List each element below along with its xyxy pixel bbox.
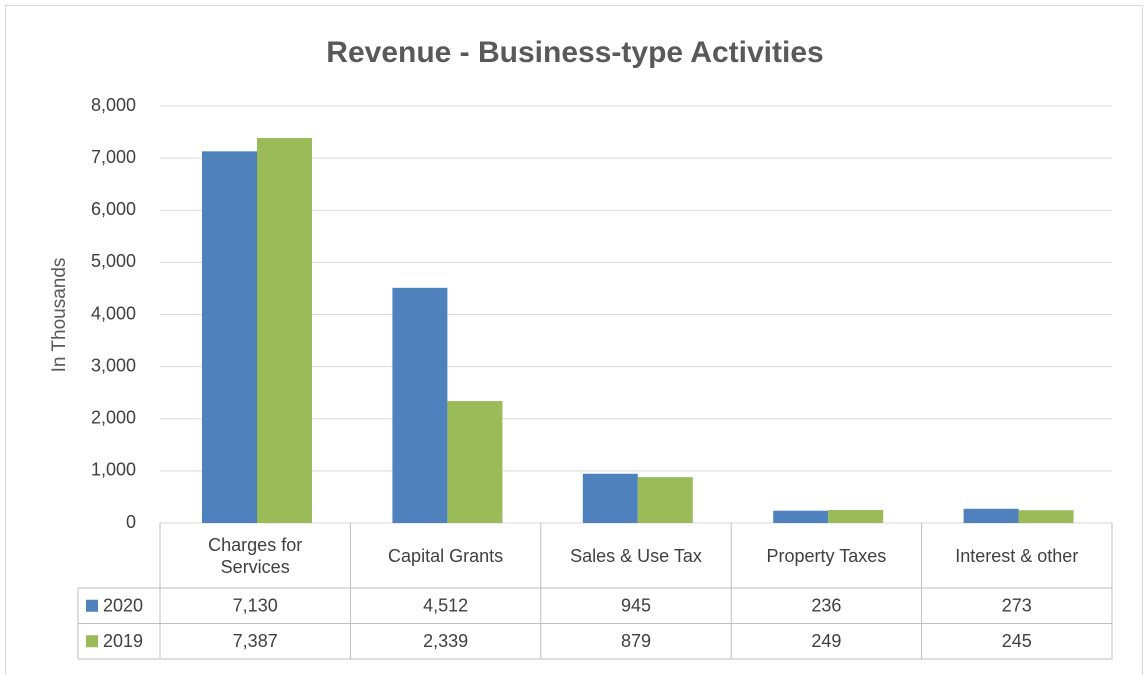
legend-label: 2020 [103,596,143,616]
bar [202,151,257,523]
bar [447,401,503,523]
legend-swatch [86,599,98,612]
data-label: 236 [811,596,841,616]
y-tick-label: 7,000 [91,147,136,167]
chart-border [5,5,1143,675]
legend-swatch [86,635,98,648]
y-tick-label: 5,000 [91,251,136,271]
data-label: 249 [811,631,841,651]
bar [773,510,829,523]
y-tick-label: 0 [126,512,136,532]
bar [257,137,312,523]
x-tick-cell: Interest & other [922,525,1112,586]
bar [582,473,638,523]
data-label: 7,387 [233,631,278,651]
y-tick-label: 6,000 [91,199,136,219]
data-label: 2,339 [423,631,468,651]
y-axis-label: In Thousands [49,258,70,373]
data-label: 273 [1002,596,1032,616]
bar [1018,510,1074,523]
data-label: 245 [1002,631,1032,651]
x-tick-cell: Capital Grants [350,525,540,586]
y-tick-label: 2,000 [91,408,136,428]
bar [828,510,884,523]
x-tick-label: Charges for Services [208,534,303,577]
chart-title: Revenue - Business-type Activities [326,36,823,69]
y-tick-label: 8,000 [91,95,136,115]
x-tick-label: Sales & Use Tax [570,545,702,566]
bar [392,287,448,523]
data-label: 4,512 [423,596,468,616]
data-label: 879 [621,631,651,651]
data-label: 945 [621,596,651,616]
x-tick-label: Property Taxes [766,545,887,566]
legend-label: 2019 [103,631,143,651]
x-tick-cell: Sales & Use Tax [541,525,731,586]
y-tick-label: 4,000 [91,303,136,323]
y-tick-label: 1,000 [91,460,136,480]
x-tick-label-box: Sales & Use Tax [541,525,731,586]
x-tick-cell: Property Taxes [731,525,921,586]
x-tick-label: Interest & other [955,545,1079,566]
bar [963,508,1019,523]
x-tick-label-box: Charges for Services [160,525,350,586]
data-label: 7,130 [233,596,278,616]
x-tick-label-box: Interest & other [922,525,1112,586]
x-tick-label: Capital Grants [388,545,504,566]
x-tick-cell: Charges for Services [160,525,350,586]
bar [637,477,693,523]
y-tick-label: 3,000 [91,355,136,375]
x-tick-label-box: Capital Grants [350,525,540,586]
x-tick-label-box: Property Taxes [731,525,921,586]
